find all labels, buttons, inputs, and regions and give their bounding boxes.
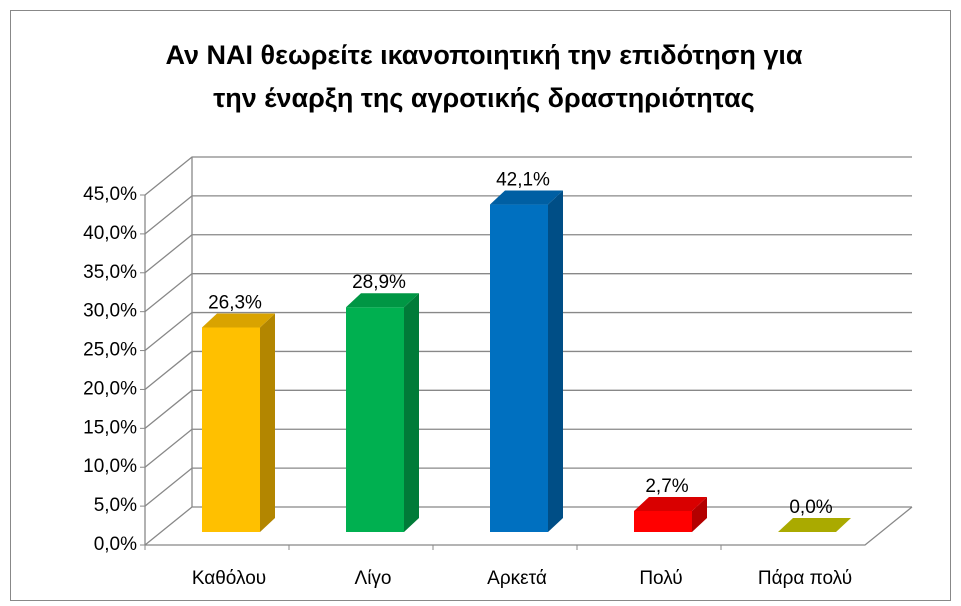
bar-side [404, 293, 419, 532]
value-label: 42,1% [496, 170, 550, 191]
bar-top [778, 518, 851, 532]
y-tick-label: 30,0% [83, 301, 137, 322]
bar-top [346, 293, 419, 308]
bar-side [692, 497, 707, 532]
chart-title: Αν ΝΑΙ θεωρείτε ικανοποιητική την επιδότ… [166, 40, 803, 70]
value-label: 0,0% [789, 497, 832, 518]
chart-border [10, 10, 951, 601]
bar [346, 307, 404, 532]
y-tick-label: 10,0% [83, 456, 137, 477]
y-tick-label: 0,0% [94, 534, 137, 555]
bar-top [202, 313, 275, 328]
value-label: 2,7% [645, 476, 688, 497]
y-tick-label: 35,0% [83, 262, 137, 283]
bar [202, 327, 260, 532]
bar-top [490, 190, 563, 205]
x-tick-label: Πολύ [639, 568, 682, 589]
bar-top [634, 497, 707, 511]
y-tick-label: 40,0% [83, 223, 137, 244]
bar [490, 204, 548, 533]
bar-side [260, 313, 275, 532]
bar-side [548, 190, 563, 533]
y-tick-label: 45,0% [83, 184, 137, 205]
y-tick-label: 5,0% [94, 495, 137, 516]
y-tick-label: 20,0% [83, 378, 137, 399]
value-label: 28,9% [352, 272, 406, 293]
x-tick-label: Καθόλου [192, 568, 266, 589]
x-tick-label: Αρκετά [487, 568, 547, 589]
bar [634, 511, 692, 532]
y-tick-label: 15,0% [83, 417, 137, 438]
y-tick-label: 25,0% [83, 340, 137, 361]
chart-title: την έναρξη της αγροτικής δραστηριότητας [213, 83, 754, 113]
value-label: 26,3% [208, 292, 262, 313]
x-tick-label: Λίγο [355, 568, 392, 589]
x-tick-label: Πάρα πολύ [758, 568, 852, 589]
floor [145, 506, 913, 546]
